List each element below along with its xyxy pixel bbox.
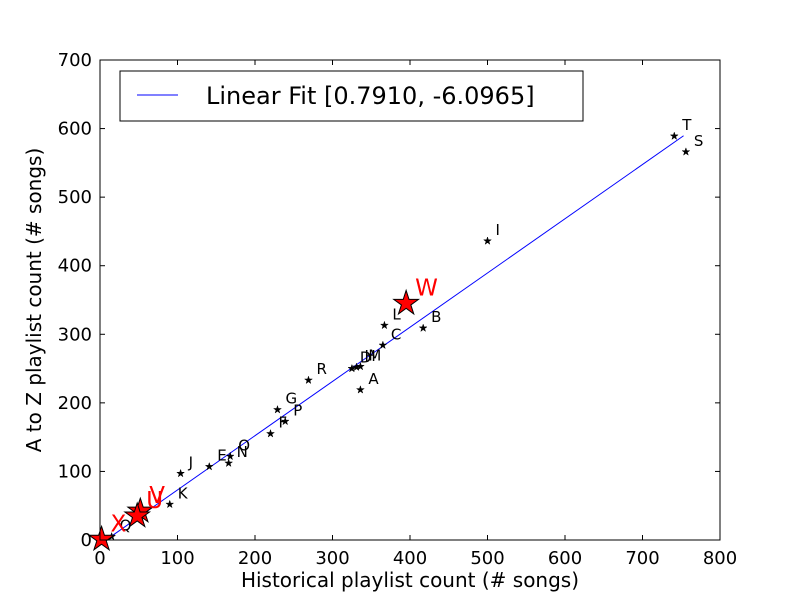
point-label-e: E [217,447,226,465]
y-axis-ticks: 0 100 200 300 400 500 600 700 [58,50,720,551]
y-tick-label: 700 [58,50,92,71]
point-label-n: N [237,443,248,461]
highlight-label-x: X [111,511,127,537]
data-point-o [225,451,235,461]
data-point-n [224,458,234,468]
x-tick-label: 500 [470,548,504,569]
y-tick-label: 0 [81,530,92,551]
point-label-c: C [391,325,401,343]
x-tick-label: 400 [393,548,427,569]
data-point-k [165,499,175,509]
highlight-point-x [87,524,116,552]
data-point-f [265,428,276,438]
data-point-g [272,404,283,414]
x-axis-label: Historical playlist count (# songs) [241,568,579,592]
y-tick-label: 300 [58,324,92,345]
highlight-label-v: V [149,483,165,509]
point-label-h: H [365,347,376,365]
x-tick-label: 600 [548,548,582,569]
y-tick-label: 100 [58,461,92,482]
data-point-m [355,361,365,371]
y-tick-label: 200 [58,393,92,414]
y-axis-label: A to Z playlist count (# songs) [22,148,46,453]
data-point-j [176,468,186,478]
x-tick-label: 0 [94,548,105,569]
data-point-l [379,320,390,330]
data-point-e [204,461,214,471]
point-label-o: O [238,436,250,454]
highlight-label-u: U [146,488,163,514]
data-point-a [355,385,365,394]
legend-box [119,70,584,122]
x-axis-ticks: 0 100 200 300 400 500 600 700 800 [94,60,737,569]
plot-layer: A B C D E FG H I JK L M NO P Q R ST W VUX [87,116,704,552]
point-label-f: F [279,414,288,432]
point-label-t: T [681,116,692,134]
legend-fit-label: Linear Fit [0.7910, -6.0965] [206,82,535,110]
x-tick-label: 800 [703,548,737,569]
data-point-c [378,340,388,350]
data-point-p [280,416,290,426]
highlight-point-u [123,501,152,528]
point-label-a: A [368,370,379,388]
data-point-b [418,323,428,333]
point-label-s: S [694,132,704,150]
y-tick-label: 600 [58,119,92,140]
point-label-k: K [178,484,189,502]
point-label-p: P [293,401,302,419]
data-point-s [681,147,691,156]
point-label-i: I [496,221,500,239]
x-tick-label: 200 [238,548,272,569]
y-tick-label: 400 [58,256,92,277]
point-label-g: G [285,390,297,408]
x-tick-label: 700 [625,548,659,569]
highlight-label-w: W [415,275,438,301]
data-point-t [669,131,679,141]
legend: Linear Fit [0.7910, -6.0965] [119,70,584,122]
point-label-q: Q [120,517,132,535]
data-point-r [303,375,314,385]
point-label-d: D [360,349,372,367]
y-tick-label: 500 [58,187,92,208]
point-label-m: M [368,347,381,365]
data-point-i [482,236,493,245]
point-label-r: R [316,360,326,378]
x-tick-label: 300 [315,548,349,569]
point-label-b: B [431,308,441,326]
highlight-point-w [392,288,421,316]
x-tick-label: 100 [160,548,194,569]
point-label-j: J [188,453,193,471]
point-label-l: L [392,305,401,323]
